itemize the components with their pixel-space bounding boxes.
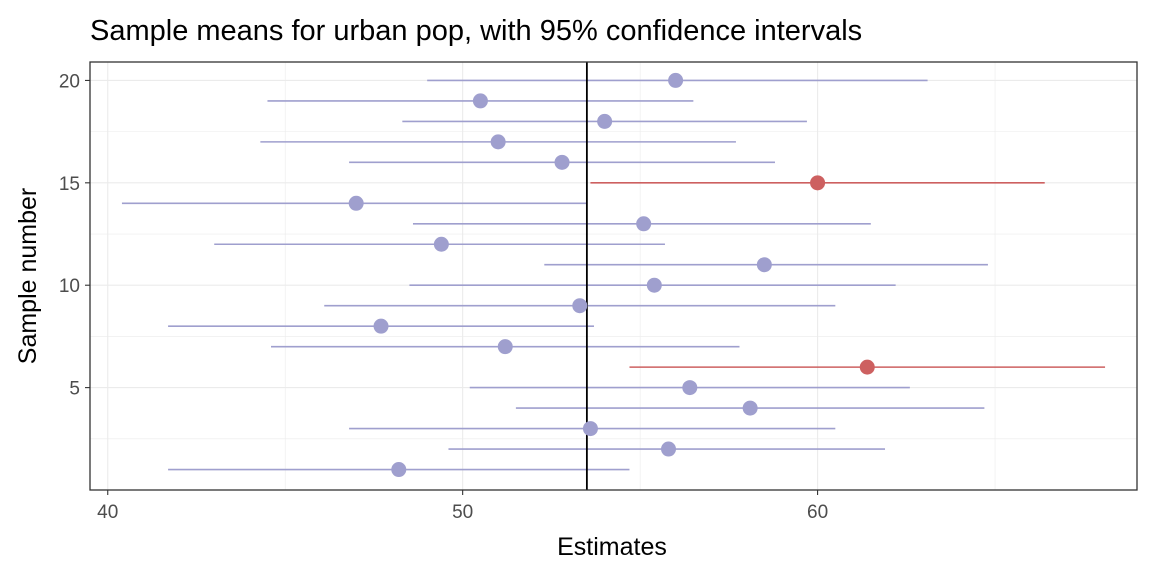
estimate-point-15	[810, 175, 826, 191]
x-tick-label: 50	[452, 502, 473, 523]
intervals	[121, 79, 1106, 471]
y-tick-label: 5	[69, 379, 80, 400]
chart-title: Sample means for urban pop, with 95% con…	[90, 15, 862, 47]
estimate-point-17	[490, 134, 506, 150]
estimate-point-9	[572, 298, 588, 314]
panel-border	[89, 61, 1138, 491]
estimate-point-19	[472, 93, 488, 109]
estimate-point-8	[373, 318, 389, 334]
estimate-point-1	[391, 462, 407, 478]
y-axis-title: Sample number	[14, 188, 42, 364]
y-axis: 5 10 15 20	[59, 71, 90, 400]
x-tick-label: 60	[807, 502, 828, 523]
y-tick-label: 10	[59, 276, 80, 297]
estimate-point-14	[348, 195, 364, 211]
estimate-point-2	[661, 441, 677, 457]
estimate-point-6	[859, 359, 875, 375]
estimate-point-5	[682, 380, 698, 396]
estimate-point-11	[756, 257, 772, 273]
grid	[90, 62, 1137, 490]
estimate-point-20	[668, 72, 684, 88]
points	[348, 72, 875, 478]
estimate-point-10	[646, 277, 662, 293]
x-axis: 40 50 60	[97, 490, 828, 523]
y-tick-label: 20	[59, 71, 80, 92]
x-axis-title: Estimates	[557, 533, 667, 561]
estimate-point-18	[597, 113, 613, 129]
estimate-point-4	[742, 400, 758, 416]
estimate-point-7	[497, 339, 513, 355]
estimate-point-13	[636, 216, 652, 232]
estimate-point-3	[582, 421, 598, 437]
estimate-point-12	[433, 236, 449, 252]
y-tick-label: 15	[59, 174, 80, 195]
x-tick-label: 40	[97, 502, 118, 523]
estimate-point-16	[554, 154, 570, 170]
